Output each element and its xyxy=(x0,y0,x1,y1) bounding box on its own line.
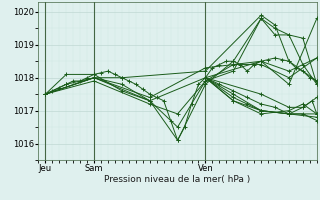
X-axis label: Pression niveau de la mer( hPa ): Pression niveau de la mer( hPa ) xyxy=(104,175,251,184)
